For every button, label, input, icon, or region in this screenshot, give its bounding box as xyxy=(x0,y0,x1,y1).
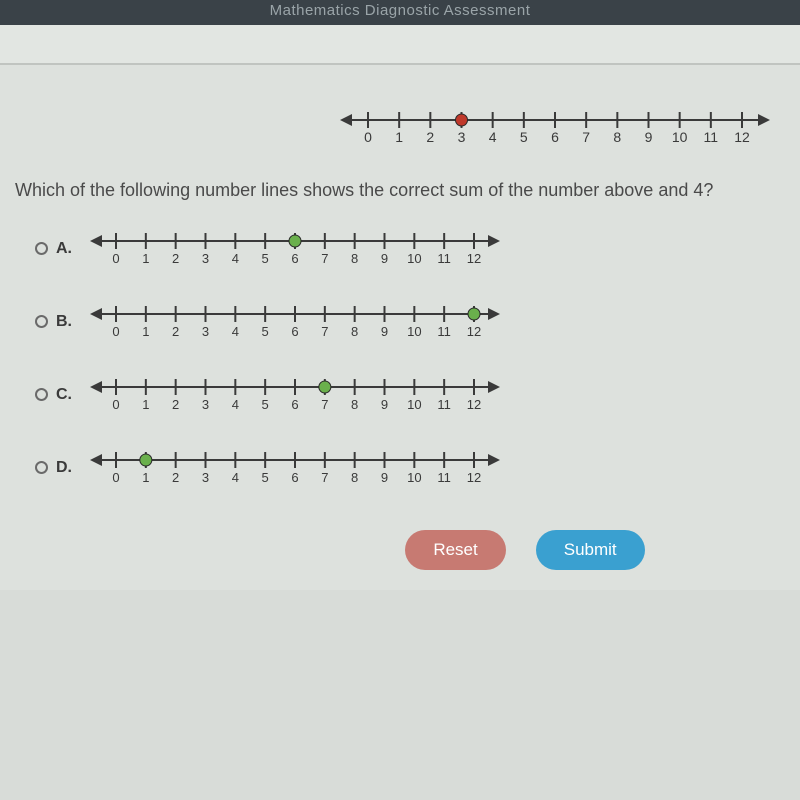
option-d-label: D. xyxy=(56,459,78,477)
svg-text:6: 6 xyxy=(291,324,298,339)
svg-text:5: 5 xyxy=(262,470,269,485)
options-container: A. 0123456789101112 B. 0123456789101112 … xyxy=(15,226,785,490)
radio-a[interactable] xyxy=(35,242,48,255)
svg-text:9: 9 xyxy=(645,129,653,145)
svg-text:6: 6 xyxy=(291,251,298,266)
svg-text:1: 1 xyxy=(142,251,149,266)
svg-text:2: 2 xyxy=(172,324,179,339)
option-c[interactable]: C. 0123456789101112 xyxy=(35,372,785,417)
svg-text:10: 10 xyxy=(407,470,421,485)
svg-text:7: 7 xyxy=(321,251,328,266)
option-c-numberline: 0123456789101112 xyxy=(90,372,500,417)
svg-text:3: 3 xyxy=(202,470,209,485)
option-b-numberline: 0123456789101112 xyxy=(90,299,500,344)
svg-text:8: 8 xyxy=(351,251,358,266)
radio-b[interactable] xyxy=(35,315,48,328)
svg-text:3: 3 xyxy=(458,129,466,145)
option-d-numberline: 0123456789101112 xyxy=(90,445,500,490)
option-b-label: B. xyxy=(56,313,78,331)
option-b[interactable]: B. 0123456789101112 xyxy=(35,299,785,344)
svg-text:6: 6 xyxy=(291,397,298,412)
svg-text:11: 11 xyxy=(437,397,451,412)
svg-text:9: 9 xyxy=(381,251,388,266)
svg-text:1: 1 xyxy=(395,129,403,145)
svg-text:0: 0 xyxy=(112,251,119,266)
svg-text:4: 4 xyxy=(232,251,239,266)
svg-text:2: 2 xyxy=(172,397,179,412)
option-a-label: A. xyxy=(56,240,78,258)
svg-text:5: 5 xyxy=(262,251,269,266)
radio-c[interactable] xyxy=(35,388,48,401)
svg-text:3: 3 xyxy=(202,324,209,339)
svg-text:10: 10 xyxy=(407,251,421,266)
app-header: Mathematics Diagnostic Assessment xyxy=(0,0,800,25)
svg-text:10: 10 xyxy=(672,129,688,145)
svg-text:5: 5 xyxy=(520,129,528,145)
svg-text:8: 8 xyxy=(351,470,358,485)
option-a[interactable]: A. 0123456789101112 xyxy=(35,226,785,271)
svg-text:9: 9 xyxy=(381,397,388,412)
svg-text:2: 2 xyxy=(172,470,179,485)
svg-text:10: 10 xyxy=(407,324,421,339)
svg-text:1: 1 xyxy=(142,397,149,412)
reset-button[interactable]: Reset xyxy=(405,530,505,570)
header-title: Mathematics Diagnostic Assessment xyxy=(270,2,531,19)
svg-text:4: 4 xyxy=(489,129,497,145)
svg-text:0: 0 xyxy=(112,397,119,412)
svg-text:9: 9 xyxy=(381,470,388,485)
svg-text:12: 12 xyxy=(467,470,481,485)
question-numberline-container: 0123456789101112 xyxy=(15,105,785,150)
svg-text:4: 4 xyxy=(232,397,239,412)
svg-text:6: 6 xyxy=(551,129,559,145)
svg-text:5: 5 xyxy=(262,397,269,412)
svg-text:4: 4 xyxy=(232,470,239,485)
svg-text:8: 8 xyxy=(351,324,358,339)
submit-button[interactable]: Submit xyxy=(536,530,645,570)
content-area: 0123456789101112 Which of the following … xyxy=(0,65,800,590)
svg-text:12: 12 xyxy=(467,251,481,266)
svg-text:1: 1 xyxy=(142,324,149,339)
button-row: Reset Submit xyxy=(265,530,785,570)
svg-text:11: 11 xyxy=(704,129,719,145)
svg-text:0: 0 xyxy=(112,324,119,339)
svg-text:12: 12 xyxy=(467,324,481,339)
svg-text:11: 11 xyxy=(437,251,451,266)
svg-text:4: 4 xyxy=(232,324,239,339)
svg-text:12: 12 xyxy=(734,129,750,145)
svg-text:7: 7 xyxy=(582,129,590,145)
svg-text:3: 3 xyxy=(202,251,209,266)
svg-text:9: 9 xyxy=(381,324,388,339)
svg-text:8: 8 xyxy=(613,129,621,145)
svg-text:11: 11 xyxy=(437,470,451,485)
svg-text:2: 2 xyxy=(172,251,179,266)
question-text: Which of the following number lines show… xyxy=(15,180,785,201)
radio-d[interactable] xyxy=(35,461,48,474)
svg-text:12: 12 xyxy=(467,397,481,412)
svg-text:7: 7 xyxy=(321,470,328,485)
svg-text:5: 5 xyxy=(262,324,269,339)
option-a-numberline: 0123456789101112 xyxy=(90,226,500,271)
svg-text:6: 6 xyxy=(291,470,298,485)
svg-text:0: 0 xyxy=(112,470,119,485)
svg-text:10: 10 xyxy=(407,397,421,412)
svg-text:7: 7 xyxy=(321,397,328,412)
svg-text:0: 0 xyxy=(364,129,372,145)
option-c-label: C. xyxy=(56,386,78,404)
svg-text:8: 8 xyxy=(351,397,358,412)
svg-text:1: 1 xyxy=(142,470,149,485)
option-d[interactable]: D. 0123456789101112 xyxy=(35,445,785,490)
question-numberline: 0123456789101112 xyxy=(340,105,770,150)
svg-text:11: 11 xyxy=(437,324,451,339)
svg-text:3: 3 xyxy=(202,397,209,412)
toolbar xyxy=(0,25,800,65)
svg-text:2: 2 xyxy=(426,129,434,145)
svg-text:7: 7 xyxy=(321,324,328,339)
